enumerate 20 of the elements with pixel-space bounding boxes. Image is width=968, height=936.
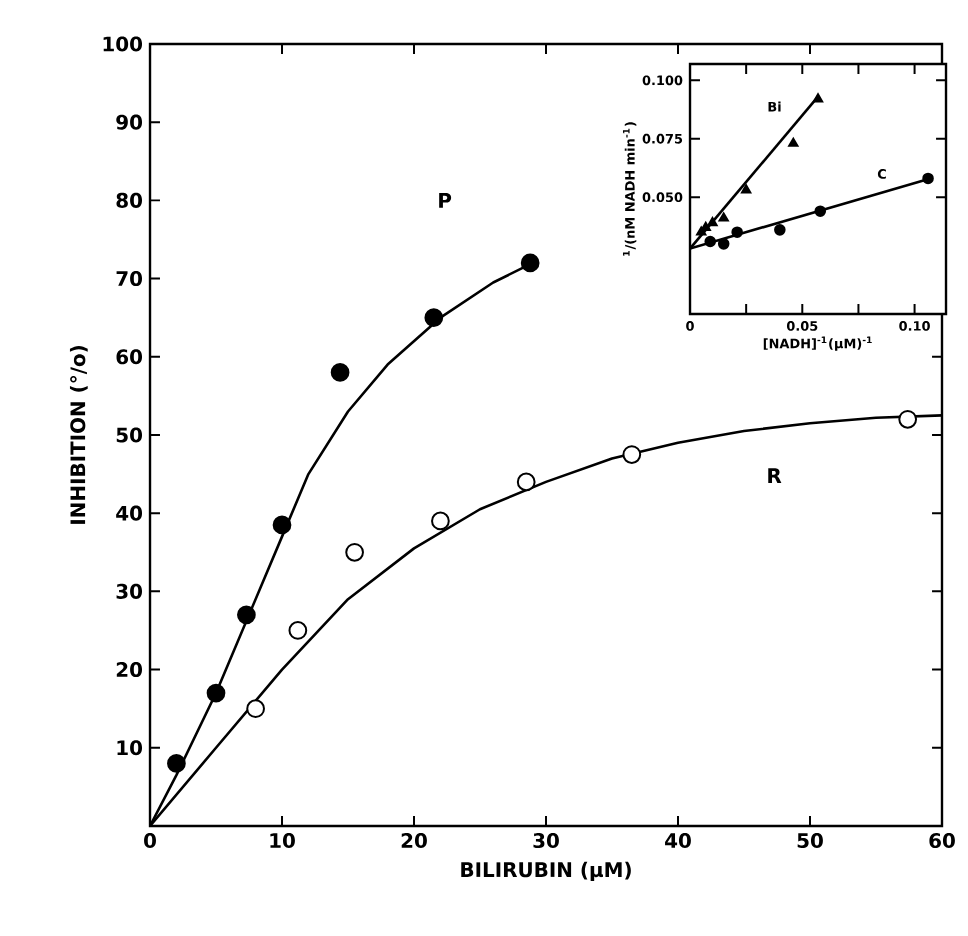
x-axis-title: BILIRUBIN (µM) [461,861,631,882]
x-tick-label: 50 [797,832,823,849]
annotation: P [439,193,452,208]
x-tick-label: 30 [533,832,559,849]
y-axis-title: INHIBITION (°/o) [69,345,88,524]
x-tick-label: 10 [270,832,295,849]
y-tick-label: 60 [116,349,143,365]
annotation: R [768,468,782,483]
y-tick-label: 70 [116,271,143,287]
x-tick-label: 60 [929,832,955,849]
x-tick-label: 0 [144,832,156,849]
y-tick-label: 40 [116,505,143,521]
x-tick-label: 20 [401,832,427,849]
y-tick-label: 80 [116,192,143,208]
y-tick-label: 10 [117,740,143,756]
y-tick-label: 50 [116,427,143,443]
y-tick-label: 100 [103,36,143,52]
y-tick-label: 20 [116,662,143,678]
y-tick-label: 90 [116,114,143,130]
y-tick-label: 30 [116,583,143,599]
